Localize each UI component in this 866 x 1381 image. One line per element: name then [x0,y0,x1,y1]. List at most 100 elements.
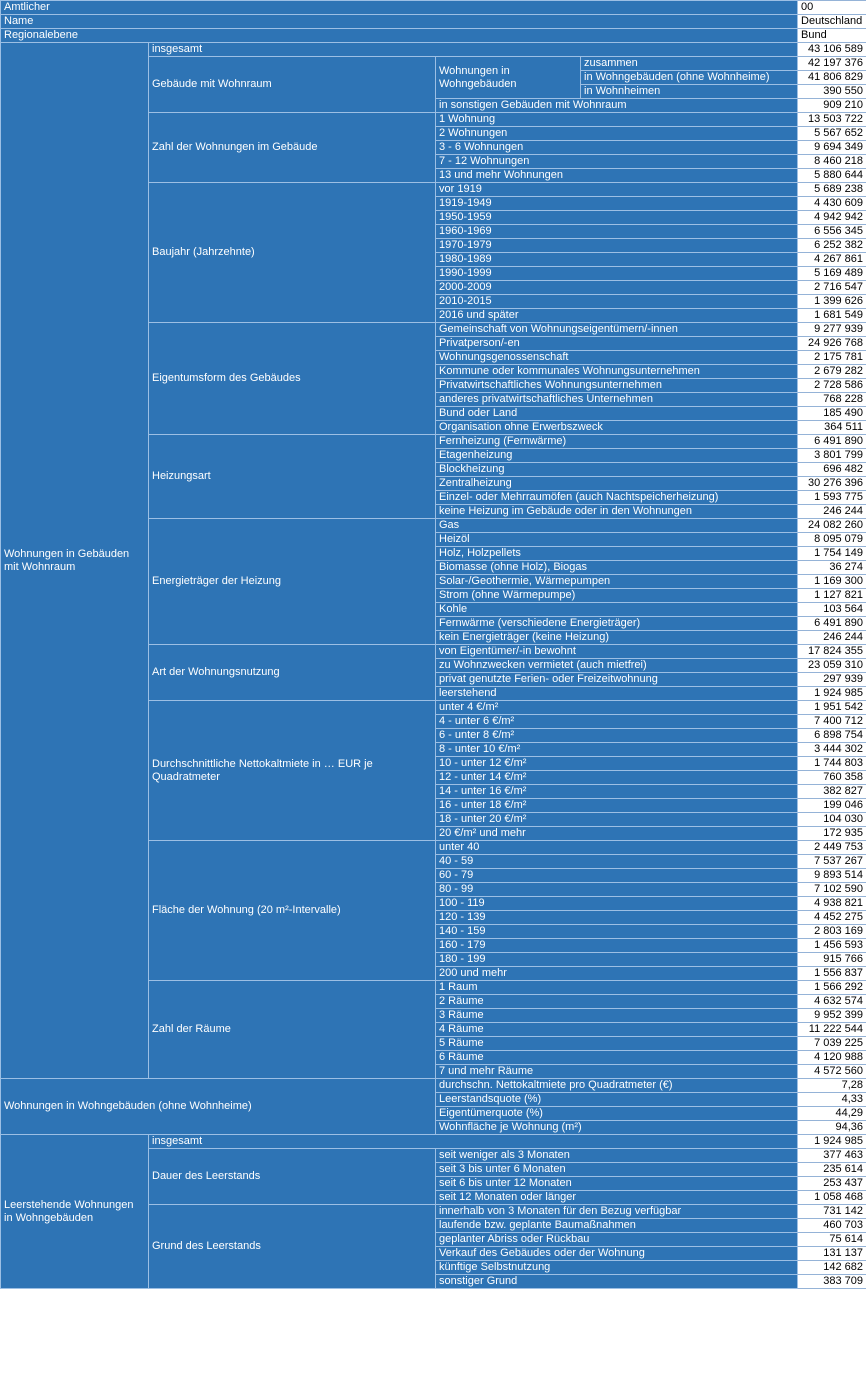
row-label-cell: 1970-1979 [434,238,799,253]
table-row: 3 Räume 9 952 399 [1,1008,866,1023]
value-cell: 2 679 282 [797,364,866,379]
row-label-cell: Organisation ohne Erwerbszweck [434,420,799,435]
group-title-cell: Baujahr (Jahrzehnte) [148,182,436,323]
value-cell: 2 803 169 [797,924,866,939]
value-cell: 9 893 514 [797,868,866,883]
group-title-cell: Durchschnittliche Nettokaltmiete in … EU… [148,700,436,841]
value-cell: 2 175 781 [797,350,866,365]
table-row: Eigentumsform des Gebäudes Gemeinschaft v… [1,322,866,435]
value-cell: 9 694 349 [797,140,866,155]
row-label-cell: 60 - 79 [434,868,799,883]
group-title-cell: Zahl der Wohnungen im Gebäude [148,112,436,183]
table-row: Verkauf des Gebäudes oder der Wohnung 131… [1,1246,866,1261]
row-label-cell: unter 40 [434,840,799,855]
row-label-cell: durchschn. Nettokaltmiete pro Quadratmet… [434,1078,799,1093]
meta-value-cell: 00 [797,0,866,15]
row-label-cell: 2 Räume [434,994,799,1009]
row-label-cell: 5 Räume [434,1036,799,1051]
row-label-cell: 180 - 199 [434,952,799,967]
value-cell: 246 244 [797,504,866,519]
census-table: Amtlicher 00 Name Deutschland Regionalebene B… [0,0,866,1289]
value-cell: 235 614 [797,1162,866,1177]
table-row: 100 - 119 4 938 821 [1,896,866,911]
table-row: Baujahr (Jahrzehnte) vor 1919 5 689 238 [1,182,866,323]
row-label-cell: 40 - 59 [434,854,799,869]
value-cell: 2 728 586 [797,378,866,393]
row-label-cell: Verkauf des Gebäudes oder der Wohnung [434,1246,799,1261]
value-cell: 6 491 890 [797,616,866,631]
row-label-cell: 4 - unter 6 €/m² [434,714,799,729]
row-label-cell: keine Heizung im Gebäude oder in den Woh… [434,504,799,519]
row-label-cell: Privatwirtschaftliches Wohnungsunternehm… [434,378,799,393]
table-row: in Wohnheimen 390 550 [1,84,866,99]
table-row: geplanter Abriss oder Rückbau 75 614 [1,1232,866,1247]
table-row: Zentralheizung 30 276 396 [1,476,866,491]
section-title-cell: Wohnungen in Gebäuden mit Wohnraum [0,42,149,1079]
value-cell: 6 491 890 [797,434,866,449]
row-label-cell: 7 - 12 Wohnungen [434,154,799,169]
row-label-cell: Fernheizung (Fernwärme) [434,434,799,449]
row-label-cell: 1 Wohnung [434,112,799,127]
row-label-cell: 16 - unter 18 €/m² [434,798,799,813]
row-label-cell: insgesamt [147,42,799,57]
table-row: leerstehend 1 924 985 [1,686,866,701]
row-label-cell: 3 - 6 Wohnungen [434,140,799,155]
table-row: 14 - unter 16 €/m² 382 827 [1,784,866,799]
row-label-cell: Einzel- oder Mehrraumöfen (auch Nachtspe… [434,490,799,505]
value-cell: 104 030 [797,812,866,827]
group-title-cell: Energieträger der Heizung [148,518,436,645]
value-cell: 41 806 829 [797,70,866,85]
row-label-cell: anderes privatwirtschaftliches Unternehm… [434,392,799,407]
row-label-cell: 1 Raum [434,980,799,995]
value-cell: 909 210 [797,98,866,113]
value-cell: 3 801 799 [797,448,866,463]
row-label-cell: in Wohngebäuden (ohne Wohnheime) [579,70,799,85]
row-label-cell: 1960-1969 [434,224,799,239]
table-row: Durchschnittliche Nettokaltmiete in … EU… [1,700,866,841]
value-cell: 5 169 489 [797,266,866,281]
row-label-cell: in sonstigen Gebäuden mit Wohnraum [434,98,799,113]
value-cell: 383 709 [797,1274,866,1289]
row-label-cell: 1990-1999 [434,266,799,281]
value-cell: 1 058 468 [797,1190,866,1205]
meta-label-cell: Amtlicher [0,0,799,15]
table-row: 1960-1969 6 556 345 [1,224,866,239]
row-label-cell: Blockheizung [434,462,799,477]
row-label-cell: in Wohnheimen [579,84,799,99]
section-title-cell: Leerstehende Wohnungen in Wohngebäuden [0,1134,149,1289]
value-cell: 4 430 609 [797,196,866,211]
table-row: in Wohngebäuden (ohne Wohnheime) 41 806 8… [1,70,866,85]
value-cell: 377 463 [797,1148,866,1163]
table-row: Wohnungen in Gebäuden mit Wohnraum insges… [0,42,866,1079]
value-cell: 1 566 292 [797,980,866,995]
value-cell: 42 197 376 [797,56,866,71]
value-cell: 9 952 399 [797,1008,866,1023]
row-label-cell: Holz, Holzpellets [434,546,799,561]
row-label-cell: 6 Räume [434,1050,799,1065]
table-row: Wohnungen in Wohngebäuden (ohne Wohnheim… [0,1078,866,1135]
group-title-cell: Dauer des Leerstands [148,1148,436,1205]
row-label-cell: Etagenheizung [434,448,799,463]
row-label-cell: 160 - 179 [434,938,799,953]
row-label-cell: 14 - unter 16 €/m² [434,784,799,799]
row-label-cell: 6 - unter 8 €/m² [434,728,799,743]
meta-value-cell: Bund [797,28,866,43]
row-label-cell: 1950-1959 [434,210,799,225]
value-cell: 7 400 712 [797,714,866,729]
section-title-cell: Wohnungen in Wohngebäuden (ohne Wohnheim… [0,1078,436,1135]
value-cell: 9 277 939 [797,322,866,337]
table-row: Gebäude mit Wohnraum Wohnungen in Wohngeb… [1,56,866,113]
value-cell: 1 754 149 [797,546,866,561]
row-label-cell: 8 - unter 10 €/m² [434,742,799,757]
table-row: 1919-1949 4 430 609 [1,196,866,211]
row-label-cell: Solar-/Geothermie, Wärmepumpen [434,574,799,589]
table-row: 8 - unter 10 €/m² 3 444 302 [1,742,866,757]
group-title-cell: Zahl der Räume [148,980,436,1079]
value-cell: 1 399 626 [797,294,866,309]
census-table-body: Amtlicher 00 Name Deutschland Regionalebene B… [0,0,866,1289]
table-row: 2000-2009 2 716 547 [1,280,866,295]
row-label-cell: leerstehend [434,686,799,701]
table-row: Privatwirtschaftliches Wohnungsunternehm… [1,378,866,393]
value-cell: 390 550 [797,84,866,99]
subgroup-title-cell: Wohnungen in Wohngebäuden [435,56,581,99]
